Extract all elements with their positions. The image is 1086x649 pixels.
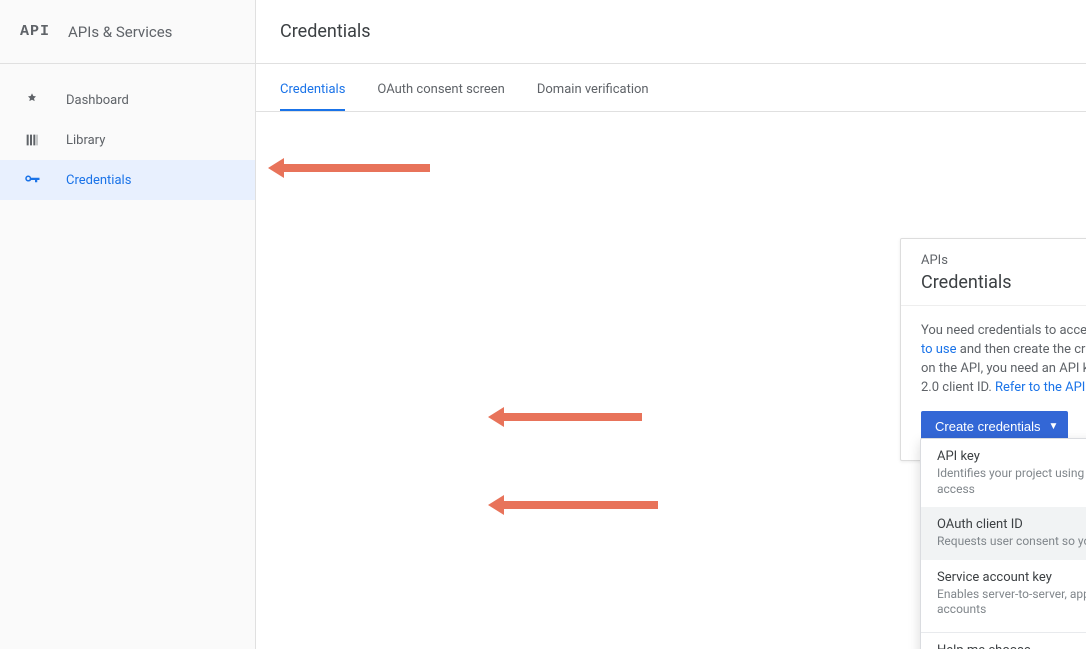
create-credentials-dropdown: API key Identifies your project using a … xyxy=(920,438,1086,649)
key-icon xyxy=(20,171,44,189)
sidebar-item-dashboard[interactable]: Dashboard xyxy=(0,80,255,120)
tab-domain-verification[interactable]: Domain verification xyxy=(537,68,649,111)
dropdown-item-title: API key xyxy=(937,449,1086,464)
card-text: You need credentials to access APIs. xyxy=(921,323,1086,338)
main-header: Credentials xyxy=(256,0,1086,64)
credentials-card: APIs Credentials You need credentials to… xyxy=(900,238,1086,461)
annotation-arrow xyxy=(282,164,430,172)
dropdown-item-title: OAuth client ID xyxy=(937,517,1086,532)
dropdown-item-title: Service account key xyxy=(937,570,1086,585)
tab-credentials[interactable]: Credentials xyxy=(280,68,345,111)
main: Credentials Credentials OAuth consent sc… xyxy=(256,0,1086,649)
card-overline: APIs xyxy=(921,253,1086,268)
sidebar-item-credentials[interactable]: Credentials xyxy=(0,160,255,200)
sidebar-nav: Dashboard Library Credentials xyxy=(0,64,255,200)
caret-down-icon: ▼ xyxy=(1049,421,1059,432)
api-logo: API xyxy=(20,23,50,40)
dropdown-item-title: Help me choose xyxy=(937,643,1086,649)
annotation-arrow xyxy=(502,501,658,509)
sidebar-header: API APIs & Services xyxy=(0,0,255,64)
sidebar-item-library[interactable]: Library xyxy=(0,120,255,160)
library-icon xyxy=(20,132,44,148)
card-header: APIs Credentials xyxy=(901,239,1086,306)
tabs: Credentials OAuth consent screen Domain … xyxy=(256,64,1086,112)
dropdown-item-oauth-client-id[interactable]: OAuth client ID Requests user consent so… xyxy=(921,507,1086,560)
sidebar-item-label: Credentials xyxy=(66,173,131,188)
card-title: Credentials xyxy=(921,272,1086,293)
dropdown-item-service-account-key[interactable]: Service account key Enables server-to-se… xyxy=(921,560,1086,628)
sidebar-item-label: Library xyxy=(66,133,105,148)
tab-oauth-consent[interactable]: OAuth consent screen xyxy=(377,68,504,111)
dropdown-item-api-key[interactable]: API key Identifies your project using a … xyxy=(921,439,1086,507)
tab-label: Credentials xyxy=(280,82,345,97)
sidebar: API APIs & Services Dashboard Library xyxy=(0,0,256,649)
button-label: Create credentials xyxy=(935,419,1041,434)
tab-label: OAuth consent screen xyxy=(377,82,504,97)
api-docs-link[interactable]: Refer to the API documentation xyxy=(995,380,1086,395)
dropdown-item-desc: Identifies your project using a simple A… xyxy=(937,466,1086,497)
sidebar-item-label: Dashboard xyxy=(66,93,129,108)
dropdown-item-help-me-choose[interactable]: Help me choose Asks a few questions to h… xyxy=(921,633,1086,649)
dropdown-item-desc: Requests user consent so your app can ac… xyxy=(937,534,1086,550)
card-description: You need credentials to access APIs. Ena… xyxy=(921,322,1086,397)
page-title: Credentials xyxy=(280,21,371,42)
dropdown-item-desc: Enables server-to-server, app-level auth… xyxy=(937,587,1086,618)
sidebar-title: APIs & Services xyxy=(68,23,172,41)
annotation-arrow xyxy=(502,413,642,421)
dashboard-icon xyxy=(20,92,44,108)
tab-label: Domain verification xyxy=(537,82,649,97)
